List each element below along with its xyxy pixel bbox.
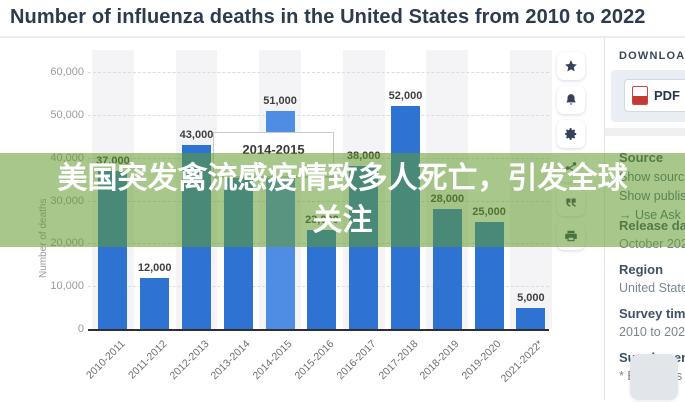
gear-icon — [564, 127, 578, 141]
headline-overlay: 美国突发禽流感疫情致多人死亡，引发全球 关注 — [0, 153, 685, 247]
y-tick-label: 60,000 — [50, 66, 84, 78]
y-tick-label: 0 — [77, 323, 84, 335]
pdf-button-label: PDF — [654, 88, 680, 103]
survey-time-value: 2010 to 2022 — [619, 325, 685, 339]
page-title: Number of influenza deaths in the United… — [10, 6, 646, 28]
gridline — [88, 114, 549, 116]
bar-2021-2022*[interactable] — [516, 307, 546, 329]
title-divider — [0, 36, 685, 38]
bar-value-label: 51,000 — [263, 94, 297, 107]
download-zone: PDF + — [611, 70, 685, 122]
headline-line1: 美国突发禽流感疫情致多人死亡，引发全球 — [57, 162, 628, 195]
download-header: DOWNLOAD — [619, 50, 685, 62]
region-header: Region — [619, 262, 664, 277]
sidebar-divider — [605, 128, 685, 136]
pdf-download-button[interactable]: PDF + — [624, 79, 685, 112]
floating-widget[interactable] — [630, 354, 678, 400]
star-icon — [564, 59, 578, 73]
alert-button[interactable] — [557, 86, 585, 114]
x-axis-line — [88, 329, 549, 331]
headline-line2: 关注 — [312, 204, 373, 237]
survey-time-header: Survey time — [619, 306, 685, 321]
y-tick-label: 10,000 — [50, 280, 84, 293]
gridline — [88, 72, 549, 73]
bar-value-label: 12,000 — [137, 261, 172, 274]
bar-value-label: 43,000 — [179, 128, 214, 141]
y-tick-label: 50,000 — [50, 108, 84, 121]
region-value: United States — [619, 281, 685, 295]
bar-value-label: 5,000 — [517, 291, 545, 304]
bar-2011-2012[interactable] — [140, 277, 170, 329]
favorite-button[interactable] — [557, 52, 585, 80]
settings-button[interactable] — [557, 120, 585, 148]
bar-value-label: 52,000 — [388, 90, 423, 103]
pdf-file-icon — [632, 86, 648, 105]
bell-icon — [564, 93, 578, 107]
